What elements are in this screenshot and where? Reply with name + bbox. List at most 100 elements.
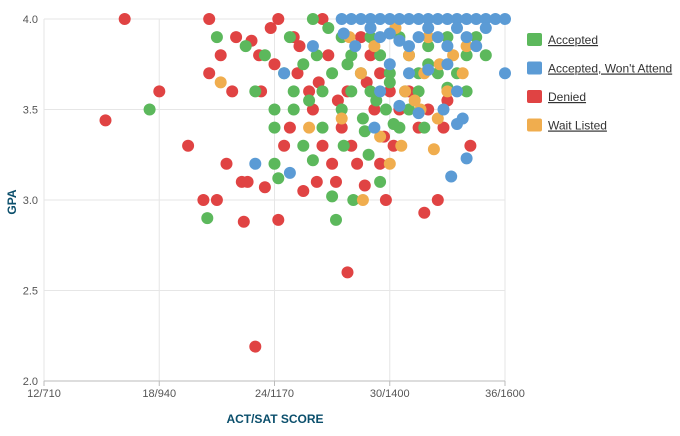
data-point (345, 85, 358, 98)
data-point (356, 194, 369, 206)
data-point (364, 22, 377, 34)
data-point (210, 31, 223, 44)
data-point (356, 112, 369, 125)
data-point (264, 22, 277, 34)
legend-item[interactable]: Denied (527, 90, 586, 104)
data-point (351, 157, 364, 170)
data-point (418, 121, 431, 134)
data-point (268, 121, 281, 134)
data-point (470, 31, 483, 44)
data-point (316, 13, 329, 25)
legend: Accepted Accepted, Won't Attend Denied Wait… (527, 33, 672, 133)
data-point (306, 13, 319, 25)
data-point (241, 175, 254, 188)
data-point (403, 40, 415, 53)
data-point (203, 67, 216, 80)
data-point (441, 13, 454, 25)
data-point (303, 94, 316, 107)
x-tick-label: 36/1600 (485, 388, 525, 400)
data-point (445, 170, 458, 183)
data-point (364, 49, 377, 62)
data-point (201, 212, 214, 225)
data-point (460, 13, 473, 25)
data-point (412, 13, 425, 25)
data-point (362, 148, 375, 161)
data-point (347, 194, 360, 206)
data-point (364, 85, 377, 98)
data-point (441, 40, 454, 53)
data-point (422, 22, 435, 34)
data-point (306, 103, 319, 116)
data-point (374, 67, 387, 80)
data-point (441, 58, 454, 71)
data-point (330, 213, 342, 226)
data-point (460, 152, 473, 165)
data-point (379, 194, 392, 206)
data-point (460, 40, 473, 53)
data-point (143, 103, 156, 116)
y-tick-label: 3.0 (23, 195, 38, 207)
data-point (441, 94, 454, 107)
data-point (358, 179, 371, 192)
data-point (268, 157, 281, 170)
y-axis-title: GPA (5, 189, 19, 214)
data-point (460, 49, 473, 62)
data-point (345, 13, 358, 25)
legend-item[interactable]: Accepted (527, 33, 598, 47)
data-point (335, 112, 348, 125)
data-point (464, 139, 477, 152)
data-point (297, 58, 310, 71)
data-point (470, 40, 483, 53)
data-point (403, 103, 415, 116)
data-point (214, 49, 227, 62)
data-point (403, 13, 415, 25)
data-point (358, 125, 371, 138)
data-point (354, 13, 367, 25)
data-point (268, 103, 281, 116)
data-point (330, 175, 342, 188)
data-point (341, 58, 354, 71)
data-point (383, 85, 396, 98)
data-point (422, 63, 435, 76)
data-point (99, 114, 112, 127)
data-point (337, 139, 350, 152)
data-point (460, 31, 473, 44)
data-point (374, 130, 387, 143)
data-point (335, 13, 348, 25)
data-point (316, 85, 329, 98)
data-point (451, 22, 463, 34)
data-point (220, 157, 233, 170)
data-point (272, 172, 285, 185)
data-point (403, 49, 415, 62)
legend-item[interactable]: Accepted, Won't Attend (527, 61, 672, 76)
legend-label: Denied (548, 90, 586, 104)
data-point (393, 99, 406, 112)
data-point (374, 31, 387, 44)
data-point (374, 157, 387, 170)
data-point (479, 22, 492, 34)
y-tick-label: 2.5 (23, 286, 38, 298)
data-point (326, 157, 339, 170)
data-point (437, 103, 450, 116)
data-point (249, 85, 262, 98)
x-axis-title: ACT/SAT SCORE (226, 412, 323, 426)
data-point (383, 58, 396, 71)
data-point (374, 175, 387, 188)
data-point (249, 340, 262, 353)
data-point (412, 107, 425, 120)
data-point (399, 85, 412, 98)
data-point (303, 85, 316, 98)
data-point (431, 31, 444, 44)
x-tick-label: 24/1170 (255, 388, 294, 400)
data-point (431, 13, 444, 25)
data-point (283, 121, 296, 134)
axis-layer: 2.0 2.5 3.0 3.5 4.0 12/710 18/940 24/1170 30/140… (23, 14, 525, 400)
data-point (387, 118, 400, 130)
data-point (431, 194, 444, 206)
data-point (370, 94, 383, 107)
data-point (499, 13, 511, 25)
data-point (291, 67, 304, 80)
data-point (203, 13, 216, 25)
legend-item[interactable]: Wait Listed (527, 118, 607, 133)
